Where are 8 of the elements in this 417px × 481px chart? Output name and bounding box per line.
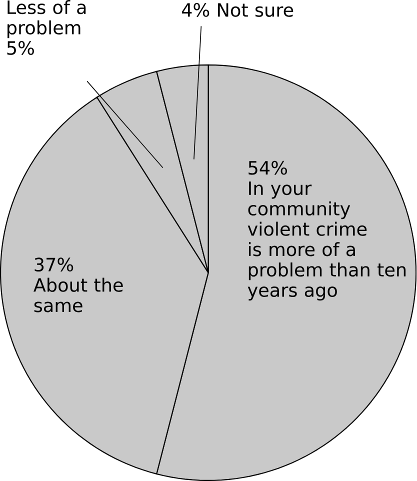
data-label: 5% [7,41,34,55]
slice-label: Not sure [218,3,294,17]
data-label: 4% [182,3,210,17]
slice-label: About the same [34,278,124,312]
data-label: 37% [34,258,74,272]
slice-label: Less of a problem [8,0,86,38]
slice-label: In your community violent crime is more of a problem than ten years ago [248,182,406,301]
data-label: 54% [248,160,288,175]
